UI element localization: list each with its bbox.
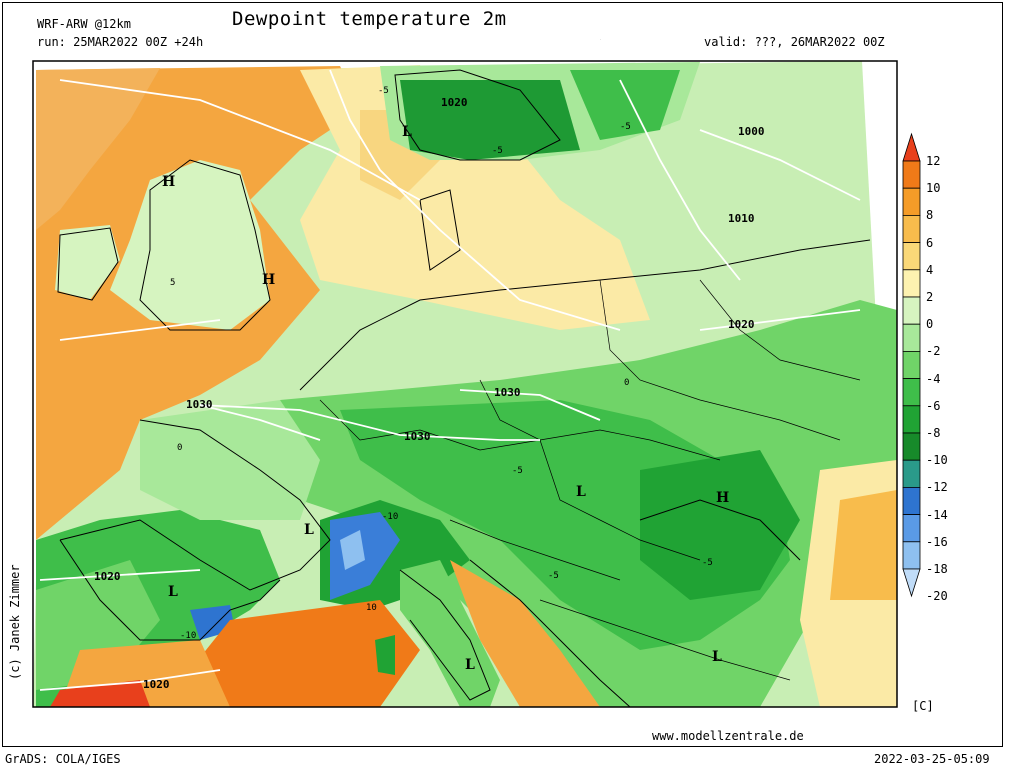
- colorbar-segment: [902, 459, 921, 488]
- colorbar-tick-label: -18: [926, 562, 948, 576]
- low-center: L: [402, 124, 412, 140]
- high-center: H: [162, 174, 176, 190]
- contour-label: 0: [177, 443, 183, 453]
- adriatic-orange: [450, 560, 600, 707]
- colorbar-segment: [902, 242, 921, 271]
- colorbar-tick-label: 6: [926, 235, 934, 250]
- colorbar-tick-label: 12: [926, 154, 941, 168]
- model-label: WRF-ARW @12km: [37, 17, 131, 31]
- contour-label: -10: [180, 631, 197, 641]
- map-border: [32, 60, 898, 708]
- low-center: L: [304, 522, 314, 538]
- isobar-label: 1010: [728, 212, 755, 225]
- contour-label: -5: [492, 146, 503, 156]
- colorbar-segment: [902, 187, 921, 216]
- colorbar-tick-label: -20: [926, 589, 948, 604]
- colorbar-segment: [902, 378, 921, 407]
- isobar-1: [329, 69, 621, 331]
- valid-label: valid: ???, 26MAR2022 00Z: [704, 35, 885, 49]
- italy: [400, 560, 500, 707]
- copyright-credit: (c) Janek Zimmer: [8, 564, 22, 680]
- low-center: L: [712, 649, 722, 665]
- colorbar-tick-label: -6: [926, 398, 941, 413]
- colorbar-segment: [902, 160, 921, 189]
- low-center: L: [465, 657, 475, 673]
- france: [140, 400, 320, 520]
- isobar-label: 1020: [728, 318, 755, 331]
- isobar-label: 1000: [738, 125, 765, 138]
- colorbar-tick-label: 10: [926, 181, 941, 196]
- colorbar-segment: [902, 405, 921, 434]
- unused-center: L: [600, 40, 601, 41]
- colorbar-tick-label: 2: [926, 290, 934, 304]
- colorbar-segment: [902, 214, 921, 243]
- timestamp-label: 2022-03-25-05:09: [874, 752, 990, 766]
- colorbar-segment: [902, 514, 921, 543]
- colorbar-tick-label: 8: [926, 208, 934, 223]
- high-center: H: [262, 272, 276, 288]
- colorbar-segment: [902, 269, 921, 298]
- corsica: [375, 635, 395, 675]
- colorbar-tick-label: -4: [926, 371, 941, 386]
- contour-label: 5: [170, 278, 176, 288]
- colorbar-tick-label: -16: [926, 534, 948, 549]
- mediterranean-red: [190, 600, 420, 707]
- alps-blue: [330, 512, 400, 600]
- isobar-label: 1020: [94, 570, 121, 583]
- colorbar-unit: [C]: [912, 699, 934, 713]
- scandinavia-darkgreen: [400, 80, 580, 160]
- contour-label: -5: [512, 466, 523, 476]
- isobar-label: 1020: [143, 678, 170, 691]
- isobar-label: 1030: [404, 430, 431, 443]
- software-label: GrADS: COLA/IGES: [5, 752, 121, 766]
- hungary-darkgreen: [640, 450, 800, 600]
- isobar-label: 1030: [186, 398, 213, 411]
- figure-frame: [2, 2, 1003, 747]
- colorbar-tick-label: -2: [926, 344, 941, 359]
- isobar-label: 1030: [494, 386, 521, 399]
- colorbar-tick-label: 0: [926, 317, 934, 332]
- colorbar-top-arrow: [902, 132, 921, 162]
- low-center: L: [168, 584, 178, 600]
- contour-label: -5: [548, 571, 559, 581]
- coast-britain: [139, 159, 271, 331]
- colorbar-tick-label: -12: [926, 480, 948, 495]
- website-label: www.modellzentrale.de: [652, 729, 804, 743]
- contour-label: -5: [378, 86, 389, 96]
- contour-label: -10: [382, 512, 399, 522]
- colorbar-segment: [902, 323, 921, 352]
- coast-scandinavia: [394, 69, 561, 161]
- contour-label: 0: [624, 378, 630, 388]
- contour-label: -5: [620, 122, 631, 132]
- run-label: run: 25MAR2022 00Z +24h: [37, 35, 204, 49]
- isobar-label: 1020: [441, 96, 468, 109]
- colorbar-segment: [902, 486, 921, 515]
- colorbar-segment: [902, 350, 921, 379]
- ireland: [55, 225, 120, 300]
- contour-label: 10: [366, 603, 377, 613]
- colorbar-tick-label: -8: [926, 426, 941, 440]
- colorbar-segment: [902, 296, 921, 325]
- colorbar-segment: [902, 432, 921, 461]
- high-center: H: [716, 490, 730, 506]
- colorbar-segment: [902, 541, 921, 570]
- map-title: Dewpoint temperature 2m: [232, 8, 507, 30]
- contour-label: -5: [702, 558, 713, 568]
- colorbar-tick-label: -10: [926, 453, 948, 468]
- low-center: L: [576, 484, 586, 500]
- colorbar-bottom-arrow: [902, 568, 921, 598]
- colorbar-tick-label: 4: [926, 262, 934, 277]
- colorbar-tick-label: -14: [926, 507, 948, 522]
- coast-ireland: [57, 227, 119, 301]
